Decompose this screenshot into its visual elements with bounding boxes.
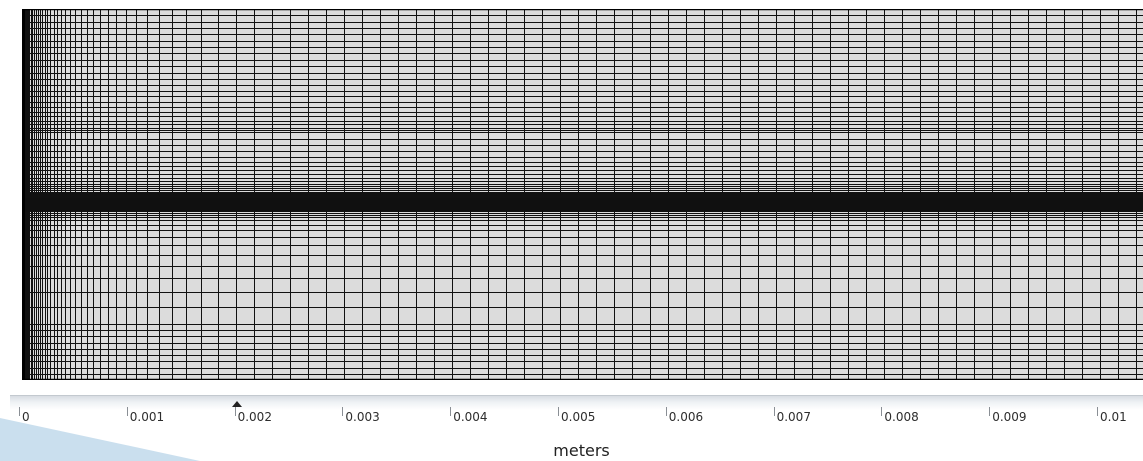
horizontal-ruler[interactable]: 0 0.001 0.002 0.003 0.004 0.005 0.006 0.007 0.00… bbox=[10, 395, 1143, 426]
ruler-tick-label: 0.002 bbox=[237, 410, 272, 424]
ruler-tick-label: 0.008 bbox=[884, 410, 919, 424]
ruler-tick bbox=[19, 407, 20, 416]
ruler-tick bbox=[989, 407, 991, 416]
ruler-tick-label: 0.007 bbox=[776, 410, 811, 424]
mesh-left-wall bbox=[22, 9, 25, 380]
decorative-wedge-shape bbox=[0, 418, 200, 461]
ruler-units-label: meters bbox=[553, 441, 610, 460]
ruler-tick bbox=[1097, 407, 1098, 416]
ruler-tick bbox=[665, 407, 667, 416]
ruler-tick bbox=[450, 407, 452, 416]
ruler-tick-label: 0.005 bbox=[561, 410, 596, 424]
mesh-viewport[interactable] bbox=[22, 9, 1143, 380]
ruler-tick bbox=[773, 407, 775, 416]
ruler-tick bbox=[342, 407, 344, 416]
ruler-tick-label: 0.006 bbox=[668, 410, 704, 424]
ruler-tick-label: 0.003 bbox=[345, 410, 380, 424]
ruler-tick-label: 0.004 bbox=[453, 410, 488, 424]
mesh-boundary-layer-band bbox=[22, 198, 1143, 212]
ruler-tick-label: 0.001 bbox=[129, 410, 165, 424]
ruler-tick-label: 0 bbox=[22, 410, 30, 424]
ruler-tick bbox=[234, 407, 236, 416]
ruler-tick-label: 0.01 bbox=[1100, 410, 1127, 424]
ruler-tick bbox=[126, 407, 128, 416]
ruler-position-marker-icon[interactable] bbox=[232, 401, 242, 407]
ruler-tick bbox=[881, 407, 883, 416]
ruler-tick bbox=[558, 407, 559, 416]
mesh-grid bbox=[22, 9, 1143, 380]
ruler-tick-label: 0.009 bbox=[992, 410, 1027, 424]
